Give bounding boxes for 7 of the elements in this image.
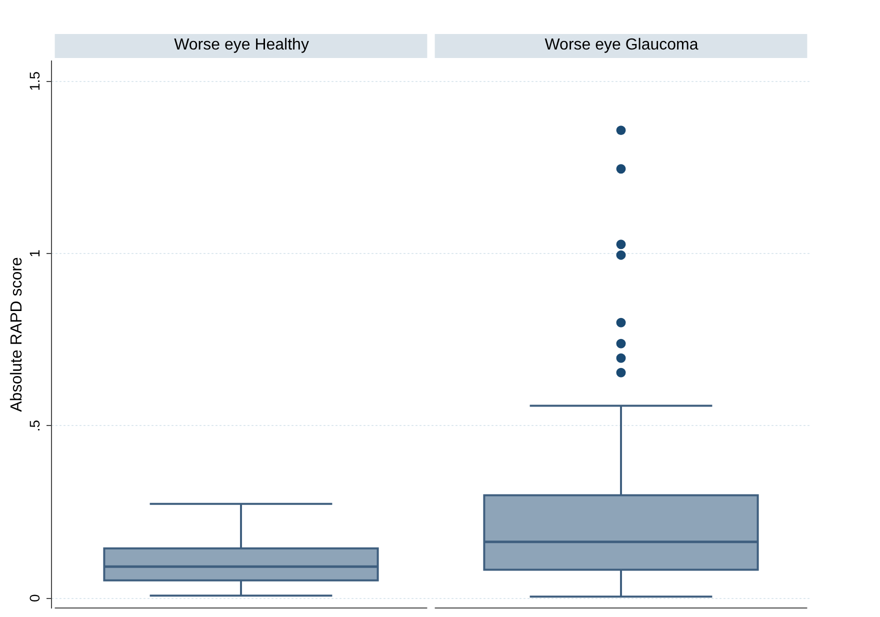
y-tick-label: 1 bbox=[26, 249, 42, 258]
x-tick-label: Worse eye Healthy bbox=[174, 36, 309, 54]
x-tick-label: Worse eye Glaucoma bbox=[544, 36, 698, 54]
y-tick-label: .5 bbox=[26, 420, 42, 432]
y-tick-label: 1.5 bbox=[26, 71, 42, 91]
y-axis-title: Absolute RAPD score bbox=[8, 257, 26, 412]
y-tick-label: 0 bbox=[26, 594, 42, 602]
